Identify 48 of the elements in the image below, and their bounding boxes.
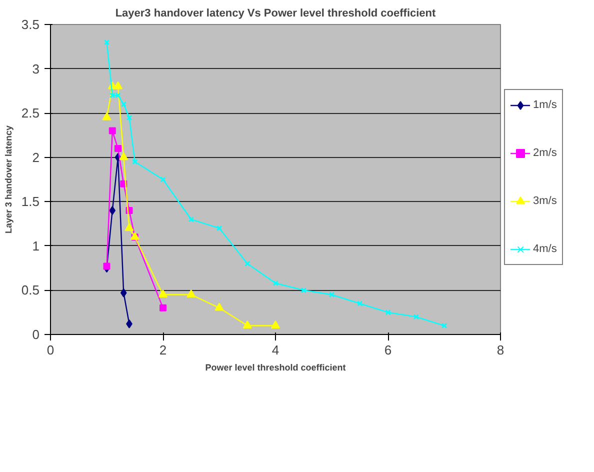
x-tick-label: 8: [496, 342, 504, 358]
point: [300, 287, 306, 294]
x-tick-label: 4: [272, 342, 280, 358]
point: [109, 206, 116, 215]
point: [271, 320, 280, 328]
x-tick-label: 6: [384, 342, 392, 358]
point: [160, 176, 166, 182]
point: [126, 114, 132, 120]
y-tick-label: 3: [32, 61, 40, 76]
point: [385, 309, 391, 316]
point: [158, 290, 168, 298]
point: [242, 320, 252, 328]
legend-label: 3m/s: [533, 194, 557, 206]
x-tick-label: 0: [46, 342, 54, 358]
point: [102, 112, 112, 120]
point: [120, 288, 127, 298]
point: [188, 216, 194, 222]
y-tick-label: 2: [32, 150, 40, 165]
point: [272, 280, 278, 286]
point: [244, 260, 250, 267]
point: [216, 225, 222, 232]
y-tick-label: 1: [32, 238, 40, 254]
point: [214, 302, 224, 311]
x-axis-title: Power level threshold coefficient: [205, 362, 346, 372]
y-tick-label: 0: [32, 327, 40, 342]
point: [120, 101, 126, 108]
x-tick-label: 2: [159, 342, 167, 358]
point: [132, 158, 138, 165]
y-axis-title: Layer 3 handover latency: [3, 125, 14, 234]
point: [328, 292, 335, 298]
y-tick-label: 3.5: [21, 17, 40, 32]
point: [160, 304, 166, 312]
legend-label: 2m/s: [533, 146, 557, 158]
point: [114, 145, 122, 152]
point: [119, 152, 128, 160]
y-tick-label: 0.5: [21, 282, 40, 298]
chart-title: Layer3 handover latency Vs Power level threshold coefficient: [115, 8, 436, 20]
legend-label: 1m/s: [533, 98, 557, 110]
point: [103, 262, 110, 270]
point: [114, 81, 122, 90]
point: [186, 290, 196, 298]
legend-label: 4m/s: [533, 242, 557, 254]
point: [413, 314, 419, 320]
point: [124, 223, 134, 232]
y-tick-label: 2.5: [21, 106, 40, 121]
point: [357, 300, 363, 306]
point: [108, 127, 116, 134]
y-tick-label: 1.5: [21, 194, 40, 210]
